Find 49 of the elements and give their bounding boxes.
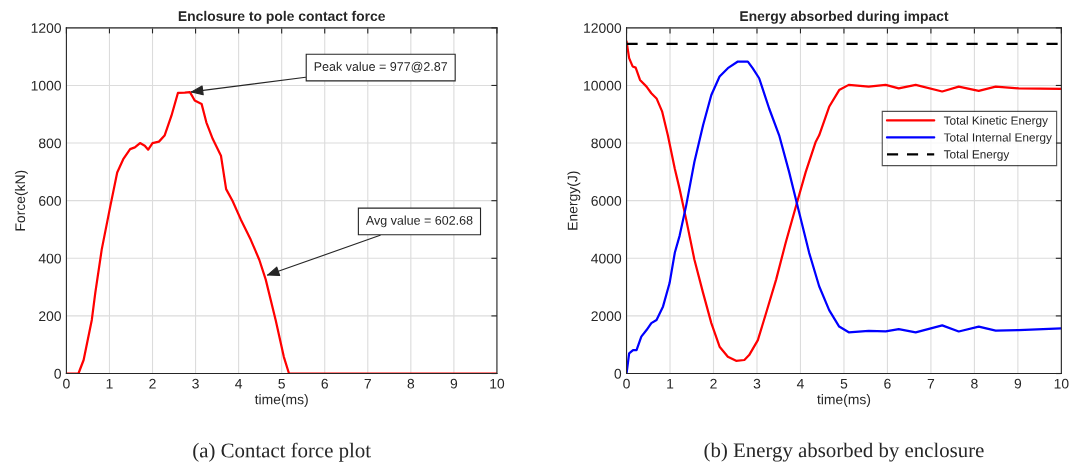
- x-tick-label: 0: [63, 378, 70, 389]
- y-tick-label: 1000: [31, 80, 61, 91]
- y-tick-label: 800: [38, 138, 61, 149]
- text: (a) Contact force plot: [193, 442, 371, 462]
- y-tick-label: 6000: [591, 196, 622, 206]
- chart-title: Enclosure to pole contact force: [178, 10, 386, 24]
- chart-title: Energy absorbed during impact: [740, 10, 949, 24]
- x-axis-title: time(ms): [254, 394, 308, 408]
- y-tick-label: 0: [54, 368, 61, 379]
- legend-label: Total Kinetic Energy: [943, 116, 1048, 128]
- y-tick-label: 600: [39, 196, 61, 206]
- y-tick-label: 400: [38, 253, 61, 264]
- x-tick-label: 9: [1014, 378, 1022, 389]
- y-tick-label: 2000: [591, 311, 622, 322]
- y-tick-label: 200: [39, 311, 61, 322]
- x-tick-label: 1: [106, 378, 113, 389]
- x-tick-label: 7: [927, 378, 935, 389]
- x-tick-label: 1: [667, 378, 674, 389]
- x-tick-label: 6: [884, 378, 891, 389]
- legend-label: Total Internal Energy: [943, 132, 1052, 144]
- legend-label: Total Energy: [943, 149, 1010, 161]
- y-tick-label: 12000: [584, 23, 622, 34]
- x-tick-label: 4: [796, 378, 804, 389]
- y-tick-label: 4000: [591, 253, 622, 264]
- annotation: Avg value = 602.68: [365, 215, 473, 228]
- x-tick-label: 5: [278, 378, 285, 389]
- x-tick-label: 3: [753, 378, 761, 389]
- y-axis-title: Force(kN): [14, 170, 28, 231]
- y-tick-label: 0: [614, 368, 622, 379]
- x-tick-label: 10: [490, 378, 505, 389]
- x-tick-label: 8: [971, 378, 978, 389]
- x-tick-label: 7: [364, 378, 371, 389]
- x-tick-label: 5: [840, 378, 848, 389]
- y-tick-label: 8000: [591, 138, 622, 149]
- x-tick-label: 3: [192, 378, 199, 389]
- text: (b) Energy absorbed by enclosure: [704, 442, 984, 462]
- x-tick-label: 0: [623, 378, 630, 389]
- x-tick-label: 2: [149, 378, 156, 389]
- x-tick-label: 8: [407, 378, 415, 389]
- y-tick-label: 1200: [31, 23, 61, 34]
- x-tick-label: 10: [1054, 378, 1069, 389]
- x-tick-label: 4: [235, 378, 243, 389]
- x-tick-label: 6: [321, 378, 328, 389]
- y-tick-label: 10000: [584, 80, 622, 91]
- y-axis-title: Energy(J): [567, 171, 581, 230]
- x-tick-label: 9: [450, 378, 458, 389]
- x-tick-label: 2: [710, 378, 717, 389]
- x-axis-title: time(ms): [817, 394, 871, 408]
- annotation: Peak value = 977@2.87: [314, 61, 448, 73]
